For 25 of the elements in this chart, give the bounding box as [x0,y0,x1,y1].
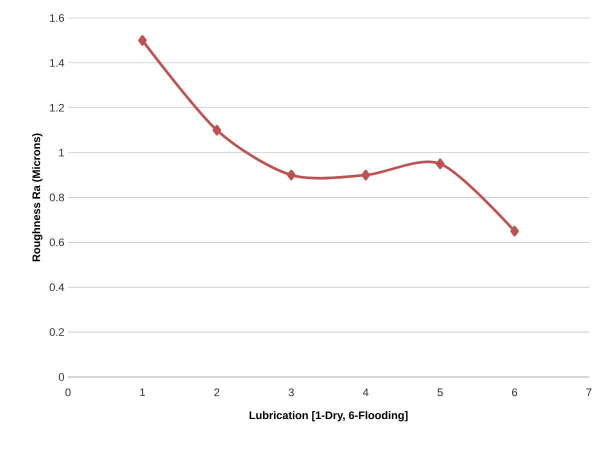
point [138,35,147,46]
point [212,124,222,136]
y-tick-label: 0 [58,373,64,381]
x-tick-label: 0 [65,388,71,396]
x-tick-label: 4 [362,388,368,396]
y-tick-label: 1.4 [50,59,64,67]
x-tick-label: 1 [140,388,145,396]
x-tick-label: 3 [288,388,294,396]
y-tick-label: 1.2 [50,104,64,112]
point [436,158,444,170]
point [510,226,519,236]
x-axis-title: Lubrication [1-Dry, 6-Flooding] [250,411,408,422]
point [287,170,296,180]
y-tick-label: 0.8 [50,194,64,202]
y-tick-label: 0.6 [50,238,64,246]
x-tick-label: 2 [214,388,220,396]
y-tick-label: 0.4 [50,283,64,292]
point [361,170,370,180]
y-tick-label: 0.2 [50,328,64,336]
y-tick-label: 1 [59,148,64,156]
x-tick-label: 5 [438,388,443,396]
x-tick-label: 6 [512,388,518,396]
y-tick-label: 1.6 [50,14,64,22]
y-axis-title: Roughness Ra (Microns) [32,133,42,262]
x-tick-label: 7 [586,388,592,396]
